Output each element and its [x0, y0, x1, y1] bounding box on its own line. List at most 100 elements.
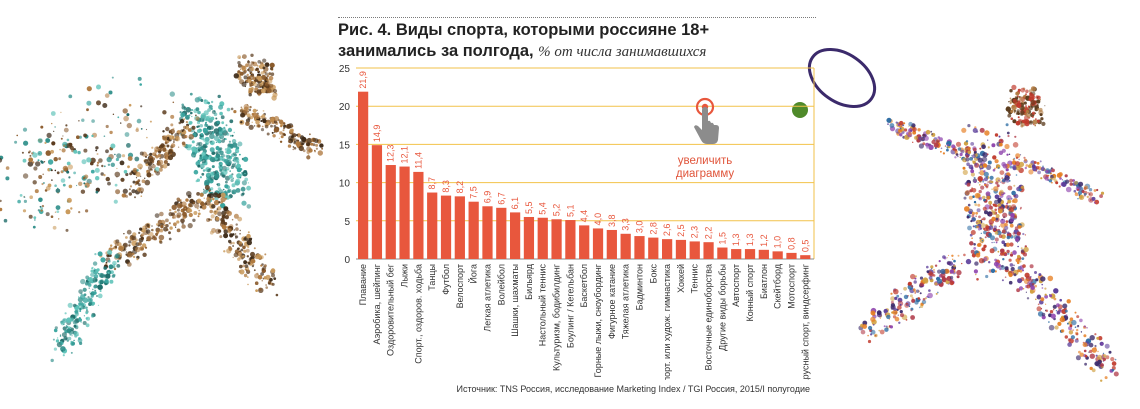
category-label: Бокс	[648, 264, 658, 284]
bar	[537, 217, 548, 259]
value-label: 2,8	[648, 222, 658, 235]
category-label: Тяжелая атлетика	[621, 264, 631, 339]
category-label: Бадминтон	[634, 264, 644, 310]
bar	[648, 237, 659, 259]
bar	[496, 207, 507, 259]
value-label: 8,7	[427, 177, 437, 190]
bar	[385, 165, 396, 259]
category-label: Горные лыжи, сноубординг	[593, 263, 603, 377]
value-label: 5,5	[524, 201, 534, 214]
category-label: Другие виды борьбы	[717, 264, 727, 351]
zoom-hint-line-1: увеличить	[677, 155, 733, 167]
value-label: 1,5	[717, 232, 727, 245]
category-label: Легкая атлетика	[482, 264, 492, 332]
bar	[454, 196, 465, 259]
category-label: Культуризм, бодибилдинг	[552, 263, 562, 371]
category-label: Спорт. или худож. гимнастика	[662, 264, 672, 380]
category-label: Бильярд	[524, 263, 534, 300]
bar-chart: 0 5 10 15 20 25 21,9 Плавание 14,9 Аэробика, шейп…	[339, 64, 815, 380]
chart-title-unit: % от числа занимавшихся	[538, 44, 707, 60]
category-label: Скейтборд	[773, 263, 783, 309]
value-label: 1,2	[759, 234, 769, 247]
bar	[800, 255, 811, 259]
value-label: 4,4	[579, 210, 589, 223]
category-label: Футбол	[441, 264, 451, 295]
value-label: 2,5	[676, 224, 686, 237]
y-tick-label: 10	[339, 179, 351, 190]
bar	[758, 249, 769, 259]
value-label: 6,7	[496, 192, 506, 205]
value-label: 7,5	[469, 186, 479, 199]
category-label: Восточные единоборства	[704, 264, 714, 371]
bar	[772, 251, 783, 259]
value-label: 0,5	[800, 240, 810, 253]
value-label: 11,4	[413, 152, 423, 169]
value-label: 5,2	[552, 204, 562, 217]
value-label: 8,3	[441, 180, 451, 193]
value-label: 2,2	[704, 227, 714, 240]
value-label: 3,0	[634, 221, 644, 234]
y-tick-label: 0	[344, 255, 350, 266]
category-label: Спорт., оздоров. ходьба	[413, 264, 423, 364]
bar	[620, 233, 631, 259]
bar	[358, 91, 369, 260]
bar	[440, 195, 452, 259]
category-label: Оздоровительный бег	[386, 263, 396, 356]
bar	[689, 241, 700, 259]
bar	[413, 171, 424, 259]
category-label: Аэробика, шейпинг	[372, 263, 382, 344]
bar	[717, 247, 728, 259]
category-label: Танцы	[427, 264, 437, 291]
category-label: Йога	[468, 264, 479, 284]
value-label: 2,3	[690, 226, 700, 239]
bar	[565, 220, 576, 259]
bar	[579, 225, 590, 259]
category-label: Баскетбол	[579, 264, 589, 308]
category-label: Велоспорт	[455, 264, 465, 308]
bar	[523, 216, 535, 259]
bar	[551, 219, 562, 259]
value-label: 3,3	[621, 218, 631, 231]
source-note: Источник: TNS Россия, исследование Marke…	[456, 384, 811, 394]
value-label: 6,9	[482, 191, 492, 204]
bar	[662, 239, 673, 259]
value-label: 21,9	[358, 71, 368, 89]
zoom-diagram-button[interactable]: увеличить диаграмму	[665, 96, 745, 181]
tennis-player-illustration	[792, 47, 1119, 382]
bar	[427, 192, 438, 259]
value-label: 5,4	[538, 202, 548, 215]
bar	[371, 145, 383, 259]
tap-hand-icon	[694, 97, 719, 144]
category-label: Биатлон	[759, 264, 769, 299]
category-label: Волейбол	[496, 264, 506, 305]
value-label: 2,6	[662, 224, 672, 237]
category-label: Конный спорт	[745, 264, 755, 322]
category-label: Теннис	[690, 264, 700, 294]
bar	[744, 249, 756, 259]
value-label: 12,1	[400, 146, 410, 164]
bar	[703, 242, 714, 259]
value-label: 3,8	[607, 214, 617, 227]
category-label: Настольный теннис	[538, 264, 548, 347]
category-label: Фигурное катание	[607, 264, 617, 339]
bar	[634, 236, 645, 259]
value-label: 14,9	[372, 125, 382, 143]
zoom-hint-line-2: диаграмму	[675, 168, 735, 180]
y-tick-label: 25	[339, 64, 351, 75]
value-label: 8,2	[455, 181, 465, 194]
value-label: 1,3	[745, 234, 755, 247]
runner-illustration	[0, 53, 324, 363]
bar	[731, 249, 742, 259]
chart-title-main: Рис. 4. Виды спорта, которыми россияне 1…	[338, 21, 710, 60]
bar	[786, 252, 797, 259]
value-label: 1,3	[731, 234, 741, 247]
bar	[606, 229, 617, 259]
bar	[399, 166, 410, 259]
header-dotted-rule	[338, 17, 816, 18]
category-label: Лыжи	[400, 264, 410, 287]
value-label: 0,8	[786, 237, 796, 250]
bar	[482, 206, 493, 259]
value-label: 6,1	[510, 197, 520, 210]
y-tick-label: 15	[339, 140, 351, 151]
bar	[675, 239, 687, 259]
